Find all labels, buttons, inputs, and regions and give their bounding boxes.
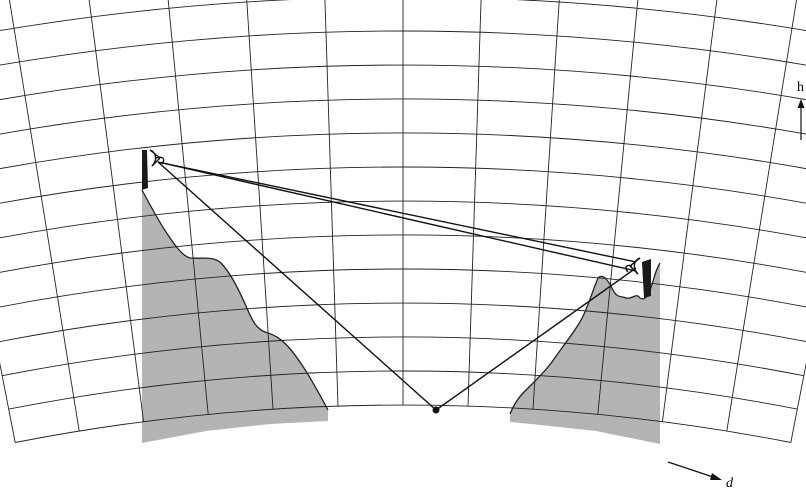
- axis-arrowhead-h-icon: [797, 99, 805, 108]
- right-tower: [642, 259, 651, 298]
- direct-path-line-lower: [157, 161, 637, 272]
- curved-grid: [0, 0, 806, 443]
- reflected-ray-line: [435, 267, 637, 411]
- grid-radial-2: [88, 0, 145, 422]
- grid-radial-7: [467, 0, 482, 407]
- axis-label-h: h: [797, 80, 804, 95]
- grid-radial-12: [790, 362, 806, 443]
- axis-arrow-d: [667, 461, 717, 479]
- grid-radial-9: [597, 0, 639, 415]
- grid-radial-4: [246, 0, 274, 410]
- grid-radial-11: [726, 0, 797, 432]
- grid-radial-8: [532, 0, 560, 410]
- right-antenna-icon: [625, 257, 641, 275]
- grid-radial-0: [0, 362, 16, 443]
- left-terrain: [142, 190, 328, 443]
- grid-arc-12: [0, 0, 806, 32]
- left-terrain-profile: [141, 189, 329, 411]
- reflection-point: [432, 406, 440, 414]
- left-antenna-icon: [149, 149, 165, 167]
- grid-arc-0: [15, 404, 791, 443]
- axis-arrowhead-d-icon: [710, 473, 722, 480]
- grid-radial-3: [167, 0, 209, 415]
- ray-lines: [157, 161, 637, 411]
- right-terrain: [510, 263, 660, 444]
- incident-ray-line: [157, 161, 437, 411]
- grid-radial-10: [661, 0, 718, 422]
- left-tower: [142, 150, 148, 190]
- axis-label-d: d: [726, 476, 734, 491]
- grid-radial-1: [9, 0, 80, 432]
- grid-radial-5: [324, 0, 339, 407]
- direct-path-line: [157, 161, 637, 263]
